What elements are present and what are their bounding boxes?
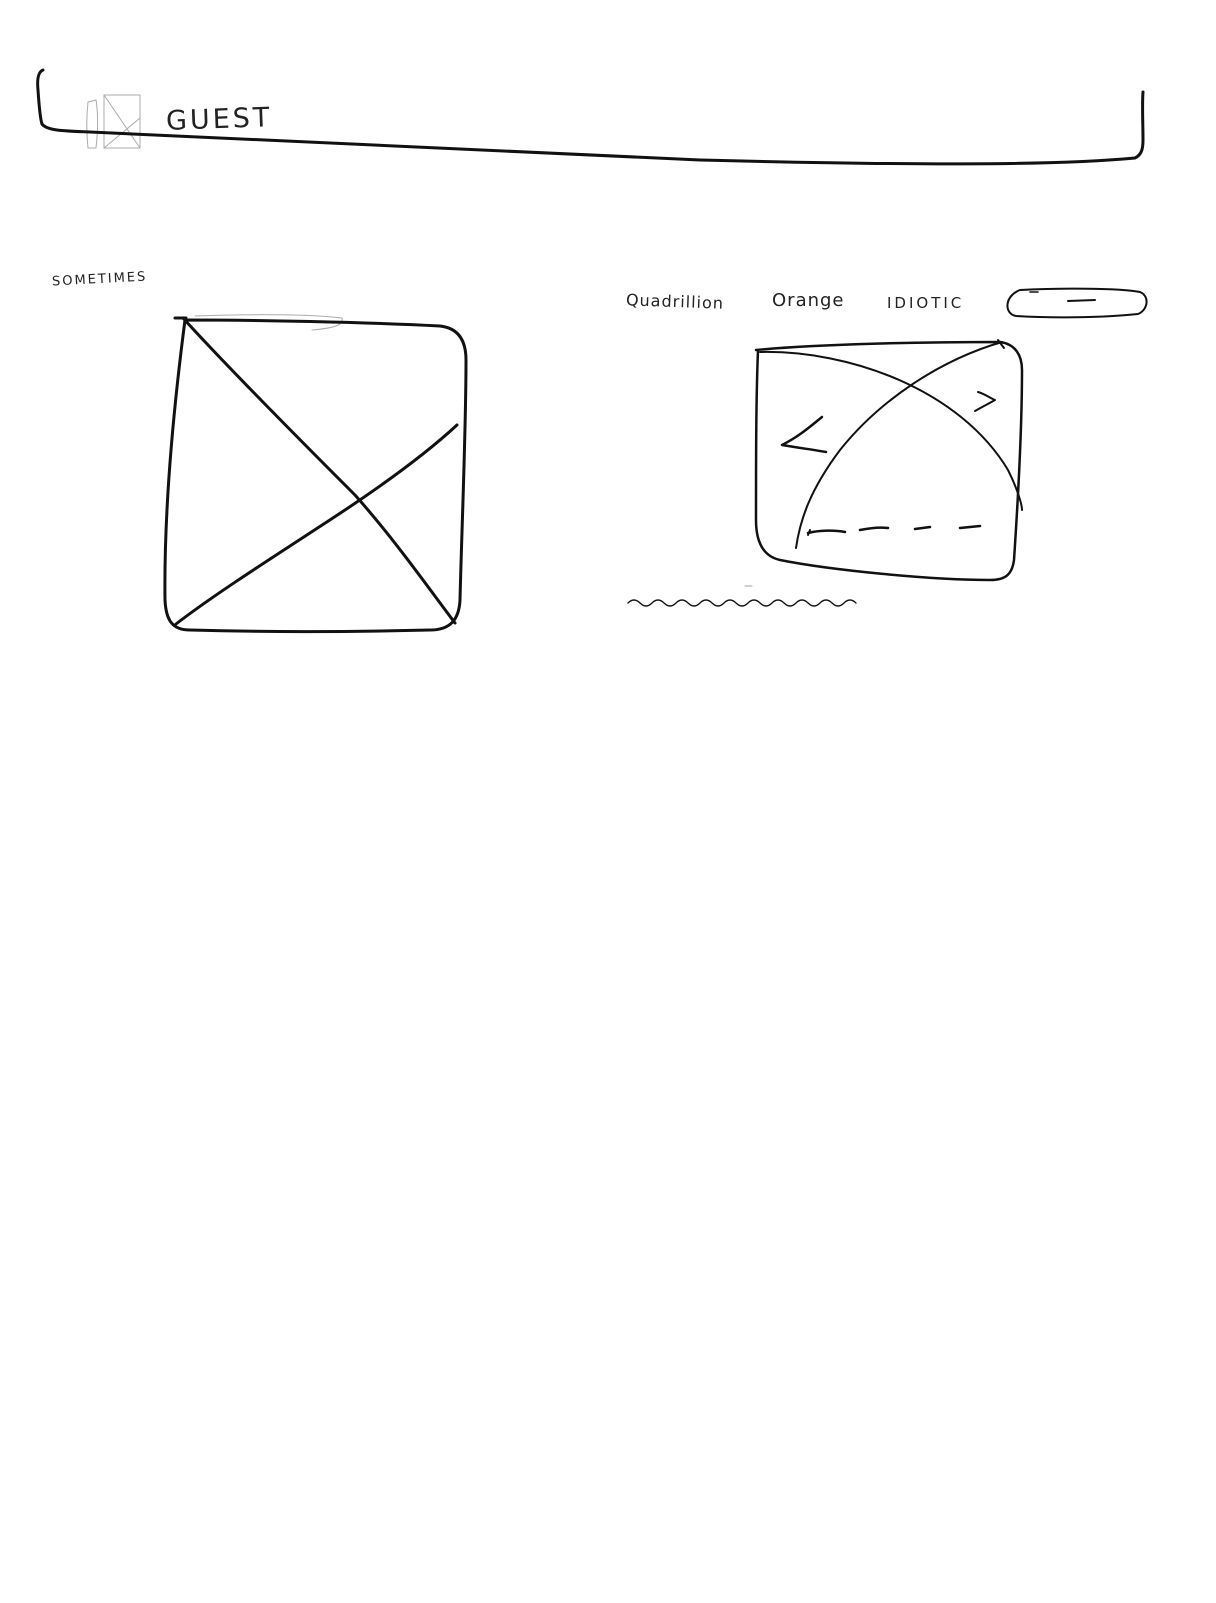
left-image-placeholder (163, 314, 468, 633)
nav-link-orange[interactable]: Orange (772, 290, 845, 311)
carousel-frame (754, 339, 1024, 582)
page-title: GUEST (165, 102, 273, 137)
header-logo-icon (86, 94, 141, 149)
chevron-left-icon (780, 415, 828, 454)
chevron-right-icon (974, 391, 996, 412)
search-button[interactable] (1008, 286, 1152, 320)
pager-indicator (806, 524, 982, 536)
search-pill-button (1006, 287, 1148, 319)
nav-link-idiotic[interactable]: IDIOTIC (887, 294, 965, 312)
carousel-next-button[interactable] (968, 384, 1004, 418)
header-bar (36, 68, 1145, 166)
nav-link-quadrillion[interactable]: Quadrillion (625, 290, 725, 313)
carousel-prev-button[interactable] (776, 410, 832, 458)
carousel-pager[interactable] (800, 520, 990, 542)
caption-squiggle (627, 585, 857, 607)
